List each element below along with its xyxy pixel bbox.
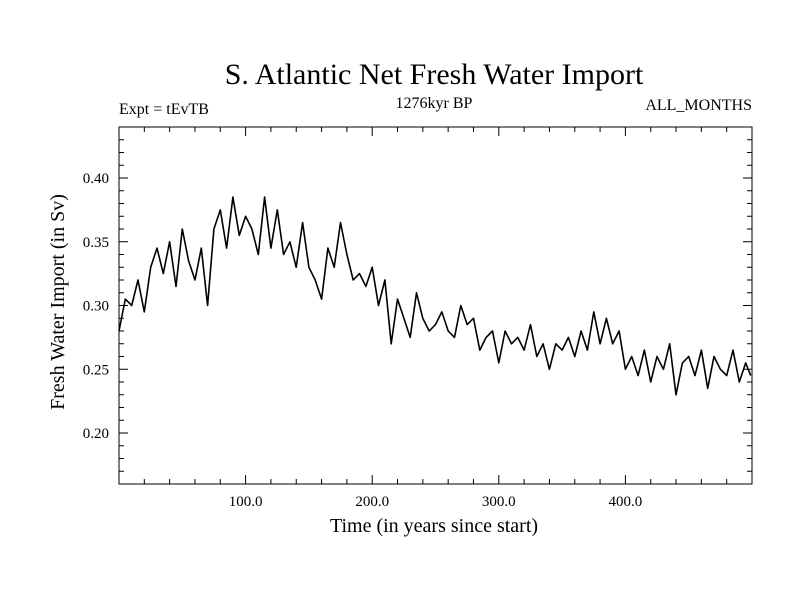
y-tick-label: 0.25 bbox=[83, 362, 109, 378]
x-tick-label: 400.0 bbox=[609, 494, 643, 510]
x-axis-label: Time (in years since start) bbox=[330, 515, 538, 537]
axis-tick-labels: 100.0 200.0 300.0 400.0 0.20 0.25 0.30 0.35 0.40 bbox=[83, 171, 643, 510]
axis-ticks bbox=[119, 127, 752, 484]
months-label: ALL_MONTHS bbox=[645, 97, 752, 114]
x-tick-label: 100.0 bbox=[229, 494, 263, 510]
y-tick-label: 0.30 bbox=[83, 299, 109, 315]
y-tick-label: 0.35 bbox=[83, 235, 109, 251]
y-axis-label: Fresh Water Import (in Sv) bbox=[47, 194, 69, 410]
x-tick-label: 300.0 bbox=[482, 494, 516, 510]
epoch-label: 1276kyr BP bbox=[396, 95, 473, 112]
chart-title: S. Atlantic Net Fresh Water Import bbox=[225, 58, 644, 91]
plot-frame bbox=[118, 126, 753, 485]
y-tick-label: 0.20 bbox=[83, 426, 109, 442]
x-tick-label: 200.0 bbox=[355, 494, 389, 510]
series-line bbox=[118, 196, 752, 396]
y-tick-label: 0.40 bbox=[83, 171, 109, 187]
experiment-label: Expt = tEvTB bbox=[119, 101, 209, 118]
